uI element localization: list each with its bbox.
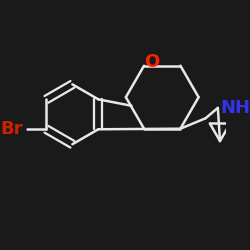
Text: NH: NH	[220, 99, 250, 117]
Text: Br: Br	[0, 120, 23, 138]
Text: O: O	[144, 54, 159, 72]
